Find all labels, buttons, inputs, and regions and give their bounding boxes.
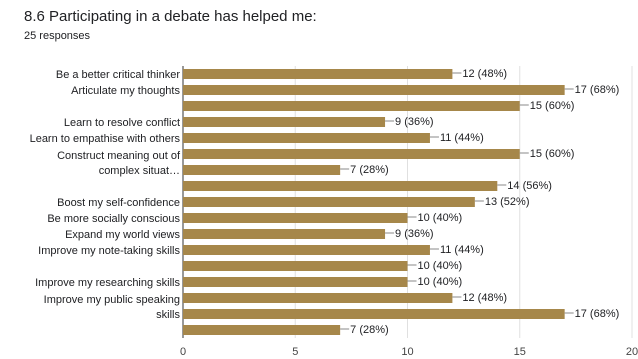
category-label: Improve my public speaking <box>44 294 180 306</box>
x-tick-label: 15 <box>514 346 526 358</box>
bar <box>183 181 498 191</box>
bar <box>183 325 341 335</box>
category-labels: Be a better critical thinker Articulate m… <box>30 69 181 321</box>
bar <box>183 261 408 271</box>
category-label: Be more socially conscious <box>47 213 180 225</box>
value-label: 15 (60%) <box>530 100 575 112</box>
bar <box>183 133 430 143</box>
value-label: 12 (48%) <box>462 292 507 304</box>
bar <box>183 277 408 287</box>
value-label: 9 (36%) <box>395 116 434 128</box>
category-label: Articulate my thoughts <box>71 85 180 97</box>
category-label: Construct meaning out of <box>57 150 181 162</box>
bar <box>183 309 565 319</box>
value-label: 10 (40%) <box>418 212 463 224</box>
category-label: complex situat… <box>99 165 180 177</box>
value-label: 17 (68%) <box>575 84 620 96</box>
category-label: Boost my self-confidence <box>57 197 180 209</box>
chart-title: 8.6 Participating in a debate has helped… <box>24 8 317 25</box>
value-label: 11 (44%) <box>440 244 484 256</box>
x-tick-label: 5 <box>292 346 298 358</box>
value-label: 11 (44%) <box>440 132 484 144</box>
value-label: 9 (36%) <box>395 228 434 240</box>
x-axis-ticks: 0 5 10 15 20 <box>180 346 638 358</box>
category-label: Improve my researching skills <box>35 277 180 289</box>
bar <box>183 229 386 239</box>
bar <box>183 245 430 255</box>
x-tick-label: 0 <box>180 346 186 358</box>
value-label: 7 (28%) <box>350 324 389 336</box>
bar <box>183 85 565 95</box>
category-label: Be a better critical thinker <box>56 69 180 81</box>
bar <box>183 149 520 159</box>
bar <box>183 213 408 223</box>
value-label: 10 (40%) <box>418 260 463 272</box>
bar <box>183 293 453 303</box>
response-count: 25 responses <box>24 30 91 42</box>
category-label: Expand my world views <box>65 229 180 241</box>
value-labels: 12 (48%)17 (68%)15 (60%)9 (36%)11 (44%)1… <box>340 68 619 336</box>
value-label: 7 (28%) <box>350 164 389 176</box>
bar <box>183 197 475 207</box>
x-tick-label: 20 <box>626 346 638 358</box>
bar <box>183 165 341 175</box>
bars <box>183 69 565 335</box>
x-tick-label: 10 <box>401 346 413 358</box>
value-label: 17 (68%) <box>575 308 620 320</box>
category-label: Improve my note-taking skills <box>38 245 180 257</box>
category-label: skills <box>156 309 180 321</box>
category-label: Learn to resolve conflict <box>64 117 180 129</box>
bar <box>183 101 520 111</box>
bar <box>183 69 453 79</box>
value-label: 10 (40%) <box>418 276 463 288</box>
value-label: 13 (52%) <box>485 196 530 208</box>
value-label: 15 (60%) <box>530 148 575 160</box>
bar <box>183 117 386 127</box>
category-label: Learn to empathise with others <box>30 133 181 145</box>
value-label: 14 (56%) <box>507 180 552 192</box>
value-label: 12 (48%) <box>462 68 507 80</box>
